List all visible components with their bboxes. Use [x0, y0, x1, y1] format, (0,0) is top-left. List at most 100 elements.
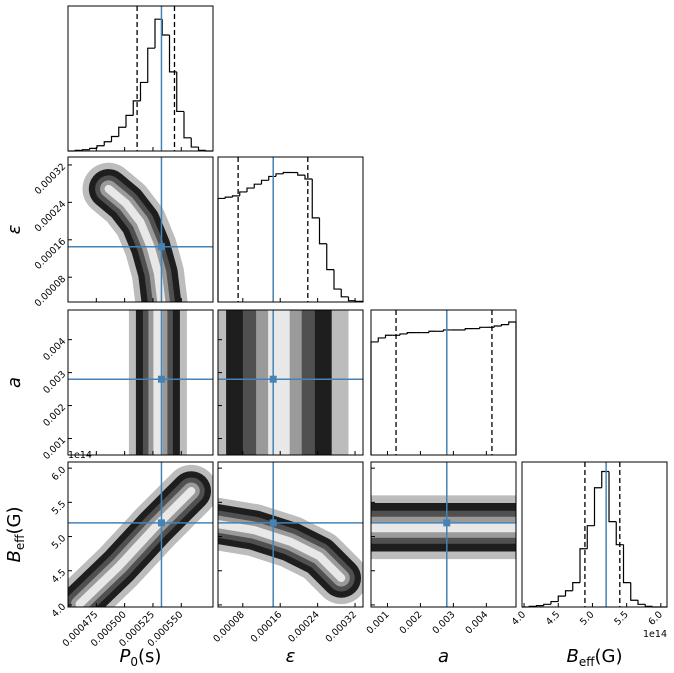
histogram-bin	[168, 35, 177, 73]
histogram-bin	[176, 71, 184, 113]
axis-label: Beff(G)	[566, 646, 622, 669]
x-tick-label: 0.00024	[286, 609, 322, 645]
panel-frame	[67, 461, 214, 608]
label-subscript: eff	[579, 655, 595, 669]
histogram-bin	[118, 126, 126, 137]
density-contour	[104, 184, 166, 302]
histogram-bin	[268, 175, 276, 181]
histogram-bin	[260, 179, 269, 185]
axis-label: ε	[286, 646, 296, 667]
histogram-bin	[190, 137, 199, 148]
histogram-bin	[637, 600, 646, 605]
offset-text: 1e14	[643, 629, 667, 640]
truth-point	[269, 519, 277, 527]
histogram-bin	[550, 600, 559, 605]
axis-label: ε	[4, 224, 25, 234]
histogram-bin	[384, 334, 393, 338]
histogram-bin	[110, 135, 119, 142]
panel	[217, 309, 364, 456]
histogram-bin	[622, 544, 631, 584]
histogram-bin	[601, 470, 609, 488]
truth-point	[157, 519, 165, 527]
x-tick-label: 6.0	[647, 609, 665, 627]
histogram-bin	[644, 604, 653, 607]
histogram-bin	[347, 296, 356, 302]
panel-frame	[217, 156, 364, 303]
y-tick-label: 0.001	[41, 435, 68, 462]
label-unit: (G)	[4, 506, 25, 534]
panel-frame	[217, 309, 364, 456]
histogram-bin	[304, 175, 313, 180]
density	[218, 497, 363, 605]
x-tick-label: 0.004	[463, 609, 490, 636]
axis-label: P0(s)	[120, 646, 162, 669]
x-tick-label: 0.00008	[211, 609, 247, 645]
histogram-bin	[96, 145, 105, 149]
x-tick-label: 4.0	[510, 609, 528, 627]
histogram-bin	[282, 171, 291, 174]
y-tick-label: 0.00016	[33, 236, 69, 272]
histogram-bin	[543, 603, 551, 606]
panel	[67, 5, 214, 152]
label-symbol: a	[438, 646, 449, 667]
x-tick-label: 0.001	[365, 609, 392, 636]
histogram-bin	[333, 269, 342, 290]
histogram-bin	[183, 111, 192, 139]
x-tick-label: 0.003	[430, 609, 457, 636]
y-tick-label: 6.0	[50, 465, 68, 483]
histogram-bin	[630, 582, 638, 601]
panel-frame	[370, 309, 517, 456]
histogram-bin	[406, 332, 415, 334]
histogram-bin	[500, 324, 509, 326]
offset-text: 1e14	[68, 450, 92, 461]
histogram-bin	[132, 100, 141, 116]
histogram-bin	[399, 333, 408, 336]
x-tick-label: 5.0	[578, 609, 596, 627]
histogram-bin	[557, 595, 566, 602]
histogram-bin	[147, 47, 155, 83]
axis-label: Beff(G)	[4, 506, 27, 562]
axis-label: a	[438, 646, 449, 667]
label-symbol: P	[120, 646, 131, 667]
y-tick-label: 5.5	[50, 499, 68, 517]
histogram-bin	[297, 172, 305, 176]
histogram-bin	[224, 196, 233, 199]
x-tick-label: 0.00032	[324, 609, 360, 645]
panel	[217, 156, 364, 303]
density-contour	[75, 486, 196, 607]
y-tick-label: 4.5	[50, 567, 68, 585]
axis-label: a	[4, 377, 25, 388]
histogram-bin	[89, 147, 97, 150]
y-tick-label: 4.0	[50, 601, 68, 619]
panel-frame	[67, 309, 214, 456]
histogram-bin	[479, 326, 487, 329]
y-tick-label: 0.00032	[33, 161, 69, 197]
panel-frame	[67, 156, 214, 303]
histogram-bin	[231, 195, 240, 198]
histogram-bin	[370, 341, 379, 455]
histogram-bin	[608, 471, 617, 523]
histogram-bin	[217, 197, 226, 302]
label-unit: (G)	[595, 646, 623, 667]
histogram-bin	[154, 18, 163, 49]
histogram-bin	[579, 548, 588, 583]
panel: 4.04.55.05.56.00.0004750.0005000.0005250…	[50, 461, 214, 649]
x-tick-label: 0.002	[398, 609, 425, 636]
y-tick-label: 0.004	[41, 336, 68, 363]
panel: 4.0 4.5 5.0 5.5 6.0	[510, 461, 668, 628]
density-contour	[218, 520, 346, 583]
histogram-bin	[615, 521, 624, 546]
label-symbol: ε	[4, 224, 25, 234]
histogram-bin	[311, 179, 320, 219]
x-tick-label: 4.5	[544, 609, 562, 627]
label-subscript: 0	[130, 655, 138, 669]
histogram-bin	[81, 149, 90, 151]
histogram-bin	[564, 590, 573, 597]
histogram-bin	[593, 487, 602, 526]
label-symbol: ε	[286, 646, 296, 667]
histogram-bin	[103, 141, 112, 146]
density	[68, 464, 213, 607]
label-symbol: a	[4, 377, 25, 388]
